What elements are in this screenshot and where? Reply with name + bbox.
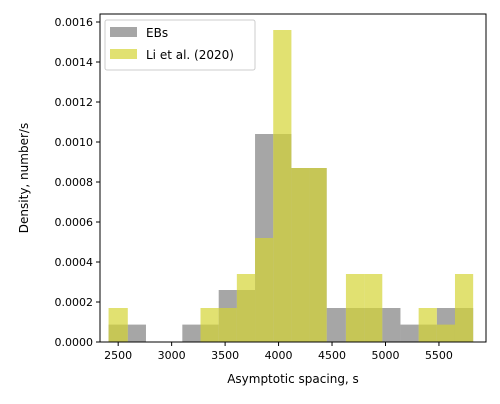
bars-layer: [108, 30, 474, 342]
legend: EBs Li et al. (2020): [104, 19, 256, 71]
bar-ebs-10: [326, 308, 346, 342]
x-tick-label: 5000: [371, 349, 399, 362]
bar-ebs-13: [382, 308, 401, 342]
x-tick-label: 3500: [211, 349, 239, 362]
y-axis: 0.0000 0.0002 0.0004 0.0006 0.0008 0.0010 0.00…: [55, 16, 100, 349]
legend-box: [104, 19, 256, 71]
x-tick-label: 2500: [104, 349, 132, 362]
legend-swatch-li-et-al: [110, 49, 137, 59]
y-tick-label: 0.0016: [55, 16, 94, 29]
y-tick-label: 0.0002: [55, 296, 94, 309]
bar-li-et-al-2020-1: [200, 308, 219, 342]
bar-ebs-14: [400, 324, 419, 342]
plot-frame: [99, 13, 487, 343]
x-tick-label: 3000: [158, 349, 186, 362]
y-tick-label: 0.0012: [55, 96, 94, 109]
bar-li-et-al-2020-0: [108, 308, 128, 342]
y-tick-label: 0.0008: [55, 176, 94, 189]
bar-li-et-al-2020-4: [255, 238, 274, 342]
y-axis-label: Density, number/s: [17, 123, 31, 233]
y-tick-label: 0.0010: [55, 136, 94, 149]
bar-li-et-al-2020-8: [345, 274, 365, 342]
y-tick-label: 0.0004: [55, 256, 94, 269]
y-tick-label: 0.0014: [55, 56, 94, 69]
legend-label-ebs: EBs: [146, 26, 168, 40]
bar-li-et-al-2020-7: [309, 168, 327, 342]
y-tick-label: 0.0006: [55, 216, 94, 229]
y-tick-label: 0.0000: [55, 336, 94, 349]
bar-li-et-al-2020-12: [454, 274, 474, 342]
x-tick-label: 4000: [265, 349, 293, 362]
x-tick-label: 4500: [318, 349, 346, 362]
x-axis-label: Asymptotic spacing, s: [227, 372, 359, 386]
legend-label-li-et-al: Li et al. (2020): [146, 48, 234, 62]
bar-li-et-al-2020-2: [218, 308, 237, 342]
x-tick-label: 5500: [425, 349, 453, 362]
bar-li-et-al-2020-6: [291, 168, 310, 342]
x-axis: 2500 3000 3500 4000 4500 5000 5500: [104, 342, 453, 362]
bar-li-et-al-2020-9: [364, 274, 383, 342]
bar-li-et-al-2020-5: [273, 30, 292, 342]
bar-ebs-1: [127, 324, 146, 342]
bar-ebs-2: [182, 324, 201, 342]
bar-li-et-al-2020-3: [236, 274, 256, 342]
legend-swatch-ebs: [110, 27, 137, 37]
bar-li-et-al-2020-11: [436, 324, 455, 342]
bar-li-et-al-2020-10: [418, 308, 437, 342]
